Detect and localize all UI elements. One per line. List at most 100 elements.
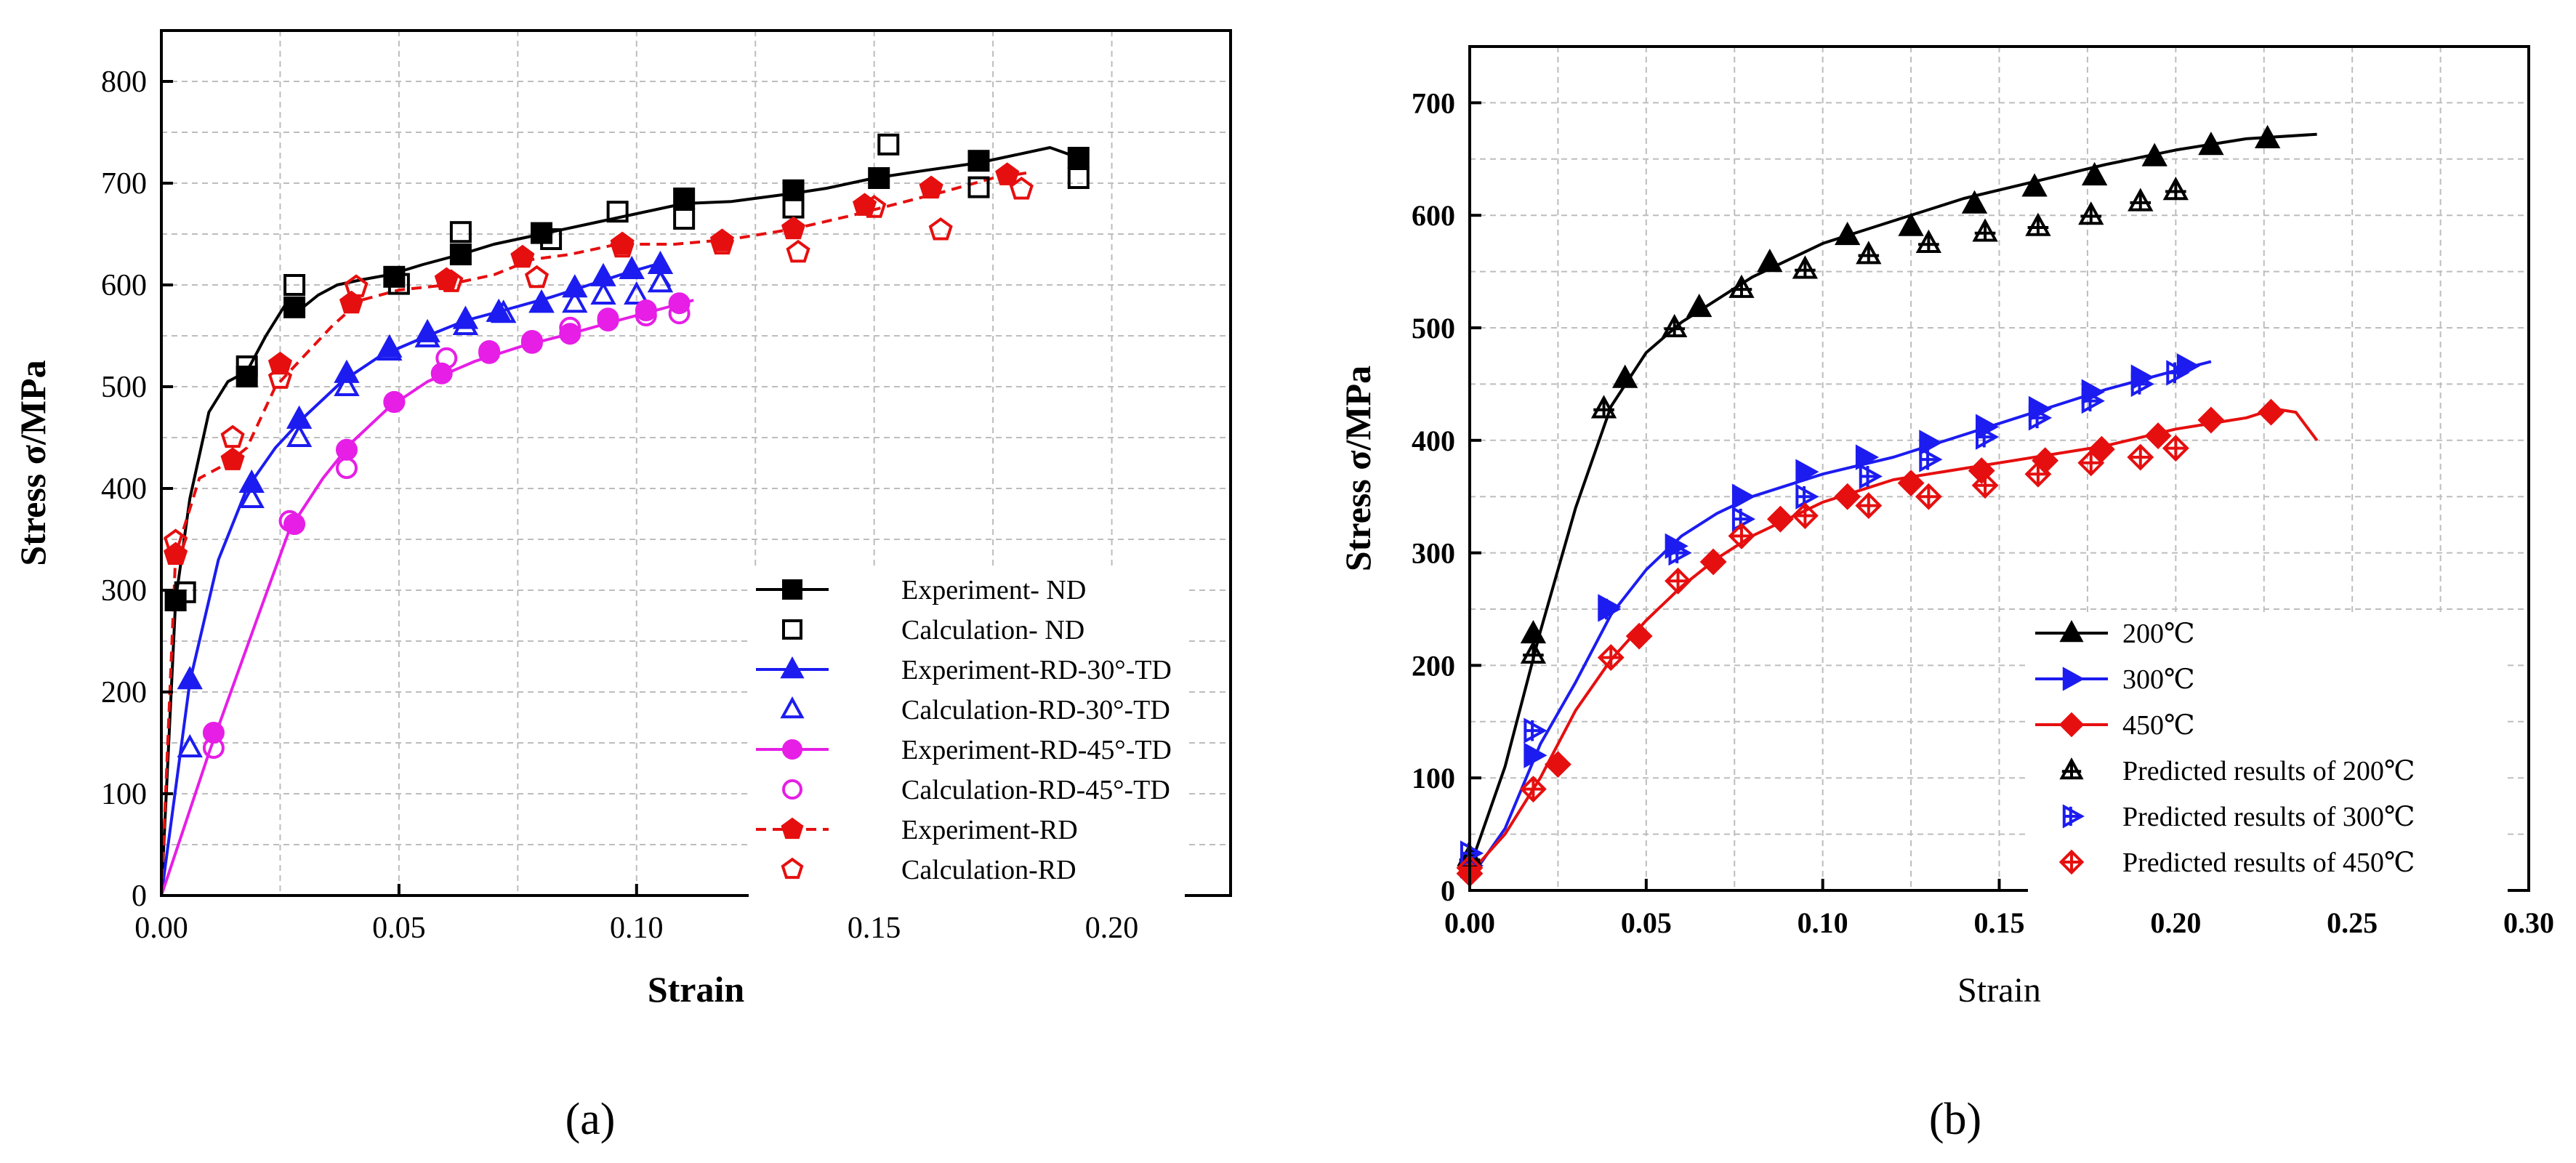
chart-b-legend: 200℃ 300℃ 450℃ Predicted results of 200℃ Pre… [2028, 613, 2508, 902]
b-point-s5-1 [1519, 776, 1547, 803]
a-point-s5-6 [520, 330, 543, 352]
a-legend-label-3: Calculation-RD-30°-TD [901, 695, 1170, 725]
b-xtick-label: 0.25 [2327, 906, 2378, 939]
a-ytick-label: 500 [101, 371, 147, 404]
a-legend-label-4: Experiment-RD-45°-TD [901, 735, 1172, 765]
b-point-s5-3 [1665, 567, 1691, 595]
a-point-s3-4 [377, 337, 403, 361]
a-legend-label-0: Experiment- ND [901, 575, 1086, 605]
chart-a-panel-label: (a) [565, 1095, 616, 1144]
a-legend-label-1: Calculation- ND [901, 615, 1084, 645]
b-series-line-0 [1468, 132, 2317, 869]
b-xtick-label: 0.15 [1974, 906, 2025, 939]
a-series-line-6 [160, 172, 1027, 896]
chart-a-xlabel: Strain [648, 969, 745, 1010]
a-point-s6-7 [709, 228, 735, 251]
a-xtick-label: 0.10 [610, 912, 664, 945]
a-ytick-label: 600 [101, 269, 147, 302]
b-ytick-label: 300 [1412, 537, 1455, 570]
b-point-s3-1 [1520, 640, 1547, 664]
chart-a-legend: Experiment- ND Calculation- ND Experiment-… [749, 569, 1185, 904]
a-legend-marker-5 [782, 779, 802, 800]
a-point-s7-7 [709, 231, 735, 255]
b-ytick-label: 700 [1412, 86, 1455, 119]
b-point-s5-2 [1597, 644, 1625, 671]
a-xtick-label: 0.15 [848, 912, 901, 945]
a-point-s5-4 [435, 347, 458, 369]
b-legend-box [2028, 613, 2508, 902]
a-ytick-label: 400 [101, 472, 147, 506]
a-legend-marker-2 [780, 656, 805, 679]
a-point-s5-2 [335, 457, 358, 479]
a-point-s7-11 [1009, 176, 1034, 200]
a-point-s0-6 [673, 188, 696, 209]
a-point-s6-6 [610, 231, 635, 255]
a-point-s3-3 [334, 372, 360, 397]
a-point-s3-6 [452, 311, 479, 336]
b-point-s3-3 [1662, 313, 1688, 338]
a-point-s3-5 [414, 323, 440, 347]
a-legend-marker-1 [782, 619, 802, 640]
b-point-s1-4 [1731, 483, 1756, 510]
b-ytick-label: 500 [1412, 312, 1455, 345]
a-point-s3-8 [528, 289, 555, 313]
a-legend-label-5: Calculation-RD-45°-TD [901, 775, 1170, 805]
b-point-s4-1 [1524, 717, 1547, 744]
a-point-s2-3 [334, 359, 360, 383]
a-point-s4-2 [335, 438, 358, 461]
b-point-s5-5 [1791, 502, 1819, 529]
b-legend-label-4: Predicted results of 300℃ [2122, 802, 2415, 832]
a-point-s6-8 [781, 216, 806, 240]
a-point-s5-3 [383, 391, 406, 413]
b-point-s0-2 [1612, 364, 1638, 388]
b-point-s4-2 [1598, 596, 1622, 622]
b-ytick-label: 100 [1412, 762, 1455, 794]
b-point-s3-12 [2162, 177, 2189, 201]
a-point-s1-5 [540, 228, 563, 250]
a-point-s3-7 [491, 299, 517, 323]
chart-b-markers [1456, 124, 2285, 888]
a-point-s7-6 [610, 234, 635, 258]
chart-a-ylabel: Stress σ/MPa [12, 360, 53, 566]
b-point-s5-12 [2162, 435, 2189, 462]
b-point-s4-10 [2081, 387, 2105, 414]
a-point-s7-5 [524, 265, 550, 289]
a-point-s5-5 [478, 340, 501, 362]
b-point-s0-11 [2198, 132, 2224, 156]
a-legend-marker-0 [782, 579, 802, 600]
b-point-s2-2 [1625, 622, 1653, 650]
b-xtick-label: 0.05 [1621, 906, 1672, 939]
a-point-s3-0 [177, 733, 203, 758]
b-point-s0-10 [2141, 142, 2168, 166]
b-point-s1-1 [1524, 742, 1547, 768]
b-point-s5-8 [1971, 472, 1999, 499]
b-point-s2-3 [1699, 548, 1727, 576]
b-point-s2-11 [2197, 406, 2225, 434]
a-ytick-label: 700 [101, 167, 147, 201]
a-point-s1-2 [283, 274, 306, 296]
chart-a: 0.00 0.05 0.10 0.15 0.20 0 100 200 300 400 500 600 7… [12, 29, 1232, 1144]
a-ytick-label: 300 [101, 574, 147, 608]
b-point-s5-11 [2127, 443, 2154, 471]
a-point-s3-2 [286, 423, 313, 448]
a-point-s7-3 [344, 274, 369, 297]
b-point-s1-7 [1919, 430, 1943, 456]
b-point-s5-7 [1915, 483, 1942, 510]
b-point-s4-3 [1668, 539, 1692, 566]
b-point-s2-5 [1834, 483, 1861, 510]
a-point-s7-0 [164, 528, 188, 552]
b-point-s0-5 [1834, 221, 1861, 246]
a-point-s1-0 [174, 581, 196, 603]
b-legend-label-1: 300℃ [2122, 664, 2195, 695]
a-legend-box [749, 569, 1185, 904]
a-point-s1-1 [236, 355, 258, 377]
b-point-s2-6 [1897, 470, 1925, 497]
a-ytick-label: 100 [101, 778, 147, 811]
a-point-s1-9 [877, 133, 900, 156]
a-point-s3-1 [238, 484, 265, 509]
b-point-s3-4 [1728, 274, 1755, 298]
a-legend-marker-6 [781, 817, 804, 840]
a-point-s0-9 [967, 150, 990, 172]
chart-b-ticks: 0.00 0.05 0.10 0.15 0.20 0.25 0.30 0 100 200 300 40… [1412, 86, 2554, 939]
